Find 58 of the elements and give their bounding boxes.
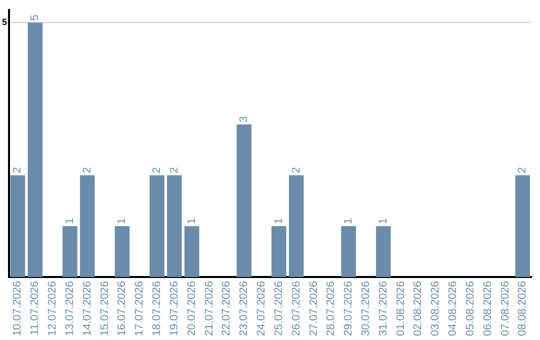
x-tick-label: 21.07.2026 [203,280,216,336]
data-label: 1 [272,218,285,224]
x-tick-label: 05.08.2026 [464,280,476,336]
bar [62,226,78,277]
x-tick-label: 16.07.2026 [116,280,128,336]
bar [515,175,530,277]
x-tick-label: 27.07.2026 [308,280,320,336]
x-tick-label: 29.07.2026 [342,280,355,336]
x-tick-label: 14.07.2026 [81,280,94,336]
x-tick-label: 03.08.2026 [430,280,442,336]
x-tick-label: 01.08.2026 [394,280,407,336]
data-label: 1 [116,218,128,224]
bar [288,175,304,277]
bar [80,175,95,277]
x-tick-label: 06.08.2026 [482,280,494,336]
data-label: 2 [168,167,180,174]
x-tick-label: 11.07.2026 [29,280,42,336]
x-tick-label: 24.07.2026 [256,280,268,336]
data-label: 5 [29,14,42,21]
bar [341,226,356,277]
x-tick-label: 15.07.2026 [98,280,111,336]
x-tick-label: 19.07.2026 [168,280,180,336]
bar [150,175,164,277]
x-tick-label: 22.07.2026 [220,280,233,336]
x-tick-label: 10.07.2026 [12,280,24,336]
bar [114,226,130,277]
bar [271,226,286,277]
x-tick-label: 31.07.2026 [377,280,390,336]
data-label: 1 [342,218,355,224]
x-tick-label: 26.07.2026 [290,280,302,336]
x-tick-label: 25.07.2026 [272,280,285,336]
x-tick-label: 18.07.2026 [151,280,164,336]
x-tick-label: 28.07.2026 [325,280,338,336]
bar [167,175,182,277]
data-label: 2 [12,167,24,174]
bar [236,124,252,277]
x-tick-label: 07.08.2026 [499,280,512,336]
x-tick-label: 12.07.2026 [46,280,59,336]
data-label: 3 [238,116,250,122]
data-label: 1 [64,218,76,224]
x-tick-label: 20.07.2026 [186,280,198,336]
data-label: 1 [186,218,198,224]
x-tick-label: 17.07.2026 [134,280,146,336]
bar [184,226,200,277]
x-tick-label: 30.07.2026 [360,280,372,336]
data-label: 2 [151,167,164,174]
x-tick-label: 23.07.2026 [238,280,250,336]
bar [10,175,26,277]
data-label: 2 [290,167,302,174]
x-tick-label: 13.07.2026 [64,280,76,336]
bar [376,226,391,277]
bar [28,22,43,277]
data-label: 1 [377,218,390,224]
data-label: 2 [81,167,94,174]
x-tick-label: 04.08.2026 [447,280,460,336]
x-tick-label: 08.08.2026 [516,280,529,336]
x-tick-label: 02.08.2026 [412,280,424,336]
data-label: 2 [516,167,529,174]
